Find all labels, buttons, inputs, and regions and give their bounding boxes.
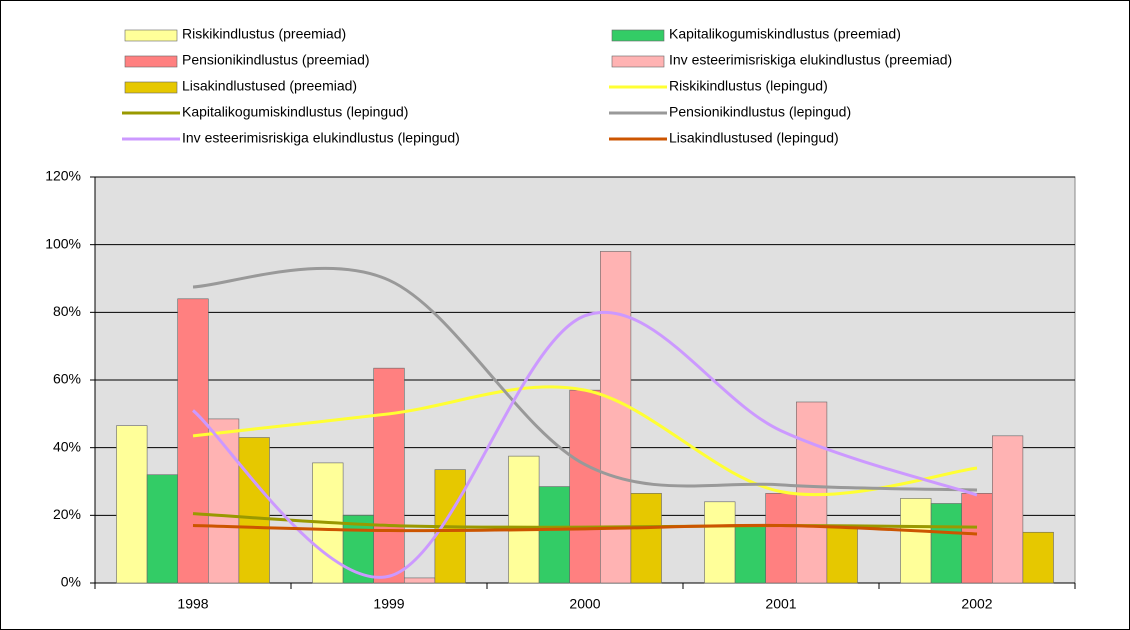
bar: [991, 435, 1024, 584]
legend-swatch: [611, 55, 665, 68]
legend-label: Riskikindlustus (lepingud): [669, 78, 828, 94]
x-tick-label: 2000: [569, 596, 600, 612]
legend-label: Kapitalikogumiskindlustus (preemiad): [669, 26, 901, 42]
y-tick-label: 40%: [53, 438, 81, 454]
legend-label: Lisakindlustused (lepingud): [669, 130, 839, 146]
bar: [373, 367, 405, 584]
bar: [599, 251, 632, 584]
bar: [508, 455, 540, 584]
bar: [1022, 531, 1054, 584]
bar: [177, 298, 209, 584]
legend-swatch: [124, 55, 178, 68]
bar: [765, 493, 797, 584]
line: [192, 266, 978, 492]
y-tick-label: 60%: [53, 371, 81, 387]
bar: [826, 525, 858, 584]
line: [192, 385, 978, 497]
y-tick-label: 80%: [53, 303, 81, 319]
x-tick-label: 2001: [765, 596, 796, 612]
legend-swatch: [611, 29, 665, 42]
legend-label: Riskikindlustus (preemiad): [182, 26, 346, 42]
y-tick-label: 120%: [45, 168, 81, 184]
legend-label: Inv esteerimisriskiga elukindlustus (lep…: [182, 130, 460, 146]
y-tick-label: 100%: [45, 235, 81, 251]
line: [192, 523, 978, 536]
bar: [116, 425, 148, 584]
bar: [569, 389, 601, 584]
line: [192, 512, 978, 529]
x-tick-label: 1998: [177, 596, 208, 612]
bar: [961, 493, 993, 584]
bar: [704, 501, 736, 584]
bar: [734, 525, 766, 584]
legend-swatch: [124, 81, 178, 94]
legend-swatch: [124, 29, 178, 42]
bar: [930, 503, 962, 584]
y-tick-label: 20%: [53, 506, 81, 522]
legend-label: Pensionikindlustus (lepingud): [669, 104, 851, 120]
legend-label: Inv esteerimisriskiga elukindlustus (pre…: [669, 52, 952, 68]
bar: [630, 493, 662, 584]
x-tick-label: 1999: [373, 596, 404, 612]
bar: [146, 474, 179, 584]
y-tick-label: 0%: [61, 574, 81, 590]
bar: [538, 486, 570, 584]
bar: [238, 437, 270, 584]
legend-label: Pensionikindlustus (preemiad): [182, 52, 370, 68]
bar: [795, 401, 828, 584]
x-tick-label: 2002: [961, 596, 992, 612]
legend-label: Kapitalikogumiskindlustus (lepingud): [182, 104, 408, 120]
bar: [900, 498, 932, 584]
legend-label: Lisakindlustused (preemiad): [182, 78, 357, 94]
bar: [403, 577, 436, 584]
line: [192, 310, 978, 579]
